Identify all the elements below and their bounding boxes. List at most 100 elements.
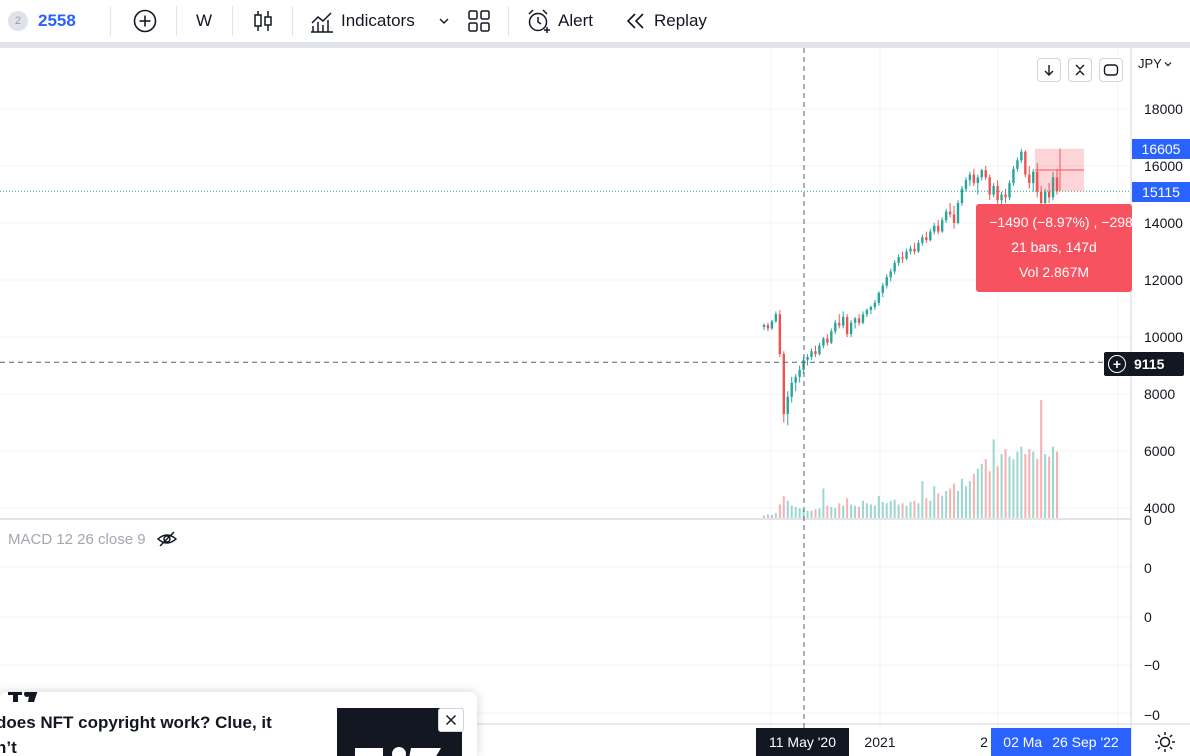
candle-body (968, 174, 972, 181)
price-tick-label: 12000 (1144, 272, 1183, 288)
candle-body (778, 314, 782, 355)
volume-bar (861, 500, 864, 518)
volume-bar (1000, 454, 1003, 518)
news-close-button[interactable] (438, 708, 464, 732)
candle-body (925, 237, 928, 241)
alert-label: Alert (558, 11, 593, 30)
candle-body (857, 318, 861, 323)
candle-body (992, 185, 995, 195)
volume-bar (881, 502, 884, 518)
candle-body (1039, 191, 1043, 204)
candle-body (1012, 168, 1015, 184)
news-title[interactable]: does NFT copyright work? Clue, it n’t (0, 713, 272, 756)
price-axis[interactable]: 1800016000140001200010000800060004000000… (1144, 101, 1183, 723)
chart-type-button[interactable] (252, 0, 274, 42)
layout-button[interactable] (467, 0, 491, 42)
range-start-date: 02 Ma (1003, 734, 1043, 750)
candle-body (873, 302, 877, 308)
compare-button[interactable] (132, 0, 158, 42)
candle-body (814, 351, 817, 355)
price-tick-label: 6000 (1144, 443, 1175, 459)
candle-body (1055, 177, 1059, 192)
candle-body (782, 354, 785, 414)
crosshair-price-label[interactable]: + 9115 (1104, 352, 1184, 376)
volume-bar (774, 513, 777, 518)
indicators-button[interactable]: Indicators (309, 0, 415, 42)
symbol-search[interactable]: 2 2558 (8, 0, 76, 42)
chevron-down-icon (439, 18, 449, 24)
candle-body (766, 325, 770, 329)
alarm-clock-icon (528, 9, 550, 33)
candle-body (849, 322, 853, 335)
chart-canvas[interactable]: 1800016000140001200010000800060004000000… (0, 48, 1190, 756)
currency-button[interactable]: JPY (1138, 56, 1172, 71)
volume-bar (980, 463, 983, 518)
indicators-label: Indicators (341, 11, 415, 30)
maximize-icon (1103, 64, 1119, 76)
volume-bar (794, 506, 797, 518)
close-icon (446, 715, 456, 725)
price-tick-label: 8000 (1144, 386, 1175, 402)
volume-bar (798, 508, 801, 518)
volume-bar (1048, 456, 1051, 518)
volume-bar (873, 505, 876, 518)
measure-tooltip: −1490 (−8.97%) , −298 21 bars, 147d Vol … (976, 204, 1132, 292)
volume-bar (925, 498, 928, 518)
volume-bar (1004, 449, 1007, 518)
alert-button[interactable]: Alert (526, 0, 593, 42)
volume-bar (810, 510, 813, 518)
volume-bars (763, 400, 1058, 518)
volume-bar (889, 500, 892, 518)
chart-settings-button[interactable] (1150, 728, 1180, 756)
volume-bar (988, 471, 991, 518)
volume-bar (941, 495, 944, 518)
volume-bar (960, 478, 963, 518)
candle-body (1036, 171, 1039, 192)
maximize-button[interactable] (1099, 58, 1123, 82)
time-tick-2021: 2021 (864, 734, 896, 750)
chevron-down-icon (1164, 61, 1172, 66)
volume-bar (964, 486, 967, 518)
candle-body (948, 211, 952, 215)
volume-bar (834, 508, 837, 518)
price-tick-label: 10000 (1144, 329, 1183, 345)
collapse-button[interactable] (1068, 58, 1092, 82)
candle-body (762, 325, 766, 328)
top-toolbar: 2 2558 W (0, 0, 1190, 42)
collapse-icon (1075, 64, 1085, 76)
candle-body (794, 376, 797, 383)
volume-bar (1012, 459, 1015, 518)
indicators-templates-dropdown[interactable] (438, 0, 450, 42)
candle-body (770, 321, 774, 329)
plus-circle-icon[interactable]: + (1108, 355, 1126, 373)
candle-body (845, 317, 849, 335)
layout-grid-icon (468, 10, 490, 32)
candle-body (929, 231, 932, 241)
volume-bar (865, 503, 868, 518)
macd-legend[interactable]: MACD 12 26 close 9 (8, 530, 178, 548)
candle-body (810, 351, 813, 357)
scroll-to-latest-button[interactable] (1037, 58, 1061, 82)
volume-bar (976, 468, 979, 518)
interval-label: W (196, 11, 213, 30)
toolbar-divider (176, 6, 177, 36)
macd-tick-label: 0 (1144, 512, 1152, 528)
volume-bar (778, 504, 781, 518)
candle-body (885, 277, 888, 286)
price-tick-label: 14000 (1144, 215, 1183, 231)
candle-body (1047, 191, 1051, 198)
volume-bar (1028, 449, 1031, 518)
replay-button[interactable]: Replay (624, 0, 707, 42)
toolbar-divider (110, 6, 111, 36)
eye-crossed-icon[interactable] (156, 530, 178, 548)
candle-body (897, 257, 900, 263)
interval-button[interactable]: W (196, 0, 212, 42)
volume-bar (909, 502, 912, 518)
volume-bar (996, 466, 999, 518)
volume-bar (897, 504, 900, 518)
news-popup[interactable]: does NFT copyright work? Clue, it n’t (0, 692, 477, 756)
candle-body (822, 338, 825, 346)
volume-bar (858, 506, 861, 518)
volume-bar (984, 459, 987, 518)
symbol-badge: 2 (8, 11, 28, 31)
